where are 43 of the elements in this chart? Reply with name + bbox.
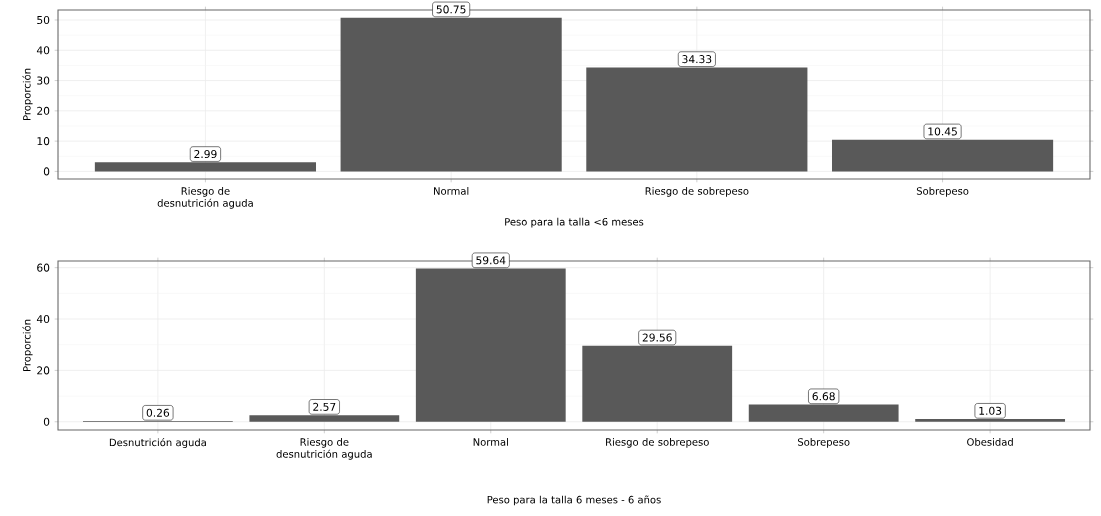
bar: [582, 345, 733, 422]
bar: [748, 404, 899, 422]
x-tick-label: Riesgo de sobrepeso: [645, 187, 749, 197]
y-tick-label: 40: [36, 314, 50, 324]
bar: [94, 162, 316, 172]
bar: [832, 139, 1054, 172]
x-axis-title: Peso para la talla <6 meses: [505, 217, 644, 228]
y-tick-label: 50: [37, 15, 50, 25]
data-label: 1.03: [979, 406, 1002, 415]
y-tick-label: 30: [37, 76, 50, 85]
y-tick-label: 20: [37, 366, 50, 375]
y-tick-label: 20: [37, 106, 50, 115]
y-tick-label: 60: [37, 263, 50, 272]
data-label: 2.57: [313, 402, 336, 411]
x-tick-label: Obesidad: [967, 438, 1013, 446]
data-label: 10.45: [928, 127, 957, 136]
data-label: 0.26: [146, 408, 170, 417]
bar: [586, 67, 808, 172]
x-tick-label: Normal: [473, 438, 508, 446]
data-label: 34.33: [682, 55, 712, 64]
y-tick-label: 0: [43, 417, 50, 426]
data-label: 2.99: [194, 150, 217, 159]
y-tick-label: 10: [37, 137, 50, 146]
y-tick-label: 0: [43, 167, 50, 176]
bar: [915, 419, 1066, 422]
bar: [249, 415, 400, 422]
x-tick-label: Riesgo de desnutrición aguda: [276, 438, 372, 460]
y-axis-title: Proporción: [22, 319, 33, 371]
bar: [415, 268, 566, 422]
data-label: 59.64: [476, 256, 506, 265]
data-label: 6.68: [812, 392, 835, 401]
y-axis-title: Proporción: [22, 68, 33, 120]
x-axis-title: Peso para la talla 6 meses - 6 años: [487, 495, 661, 506]
data-label: 29.56: [642, 333, 672, 342]
x-tick-label: Sobrepeso: [916, 187, 969, 197]
x-tick-label: Riesgo de desnutrición aguda: [157, 187, 253, 209]
data-label: 50.75: [436, 5, 466, 14]
bar: [340, 17, 562, 172]
x-tick-label: Normal: [434, 187, 469, 195]
x-tick-label: Desnutrición aguda: [109, 438, 206, 449]
x-tick-label: Sobrepeso: [798, 438, 850, 448]
y-tick-label: 40: [36, 46, 50, 55]
x-tick-label: Riesgo de sobrepeso: [606, 438, 709, 448]
